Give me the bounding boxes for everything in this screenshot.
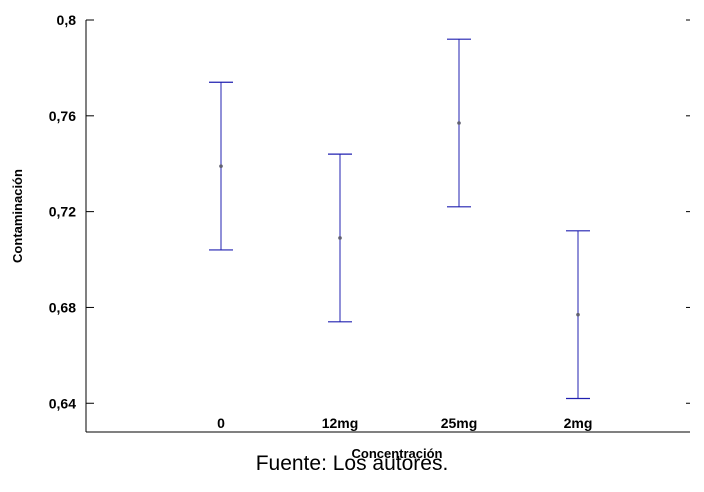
figure-caption: Fuente: Los autores. — [255, 452, 449, 475]
error-bar-12mg — [328, 153, 352, 323]
x-tick-label: 2mg — [564, 415, 593, 431]
x-tick-label: 12mg — [322, 415, 359, 431]
error-bar-0 — [209, 81, 233, 251]
mean-point — [219, 164, 223, 168]
y-tick-label: 0,76 — [49, 108, 76, 124]
x-tick-label: 0 — [217, 415, 225, 431]
mean-point — [576, 312, 580, 317]
y-tick-label: 0,68 — [49, 299, 76, 315]
error-bar-25mg — [447, 38, 471, 208]
x-axis-tick-labels: 0 12mg 25mg 2mg — [217, 415, 592, 431]
x-axis-label: Concentración — [351, 446, 442, 461]
y-axis-label: Contaminación — [10, 169, 25, 263]
x-tick-label: 25mg — [441, 415, 478, 431]
y-tick-label: 0,64 — [49, 395, 76, 411]
y-axis-ticks: 0,64 0,68 0,72 0,76 0,8 — [49, 12, 690, 411]
y-tick-label: 0,8 — [57, 12, 77, 28]
mean-point — [338, 236, 342, 240]
error-bars — [209, 38, 590, 400]
plot-frame — [85, 20, 690, 433]
mean-point — [457, 121, 461, 125]
y-tick-label: 0,72 — [49, 204, 76, 220]
error-bar-2mg — [566, 230, 590, 400]
